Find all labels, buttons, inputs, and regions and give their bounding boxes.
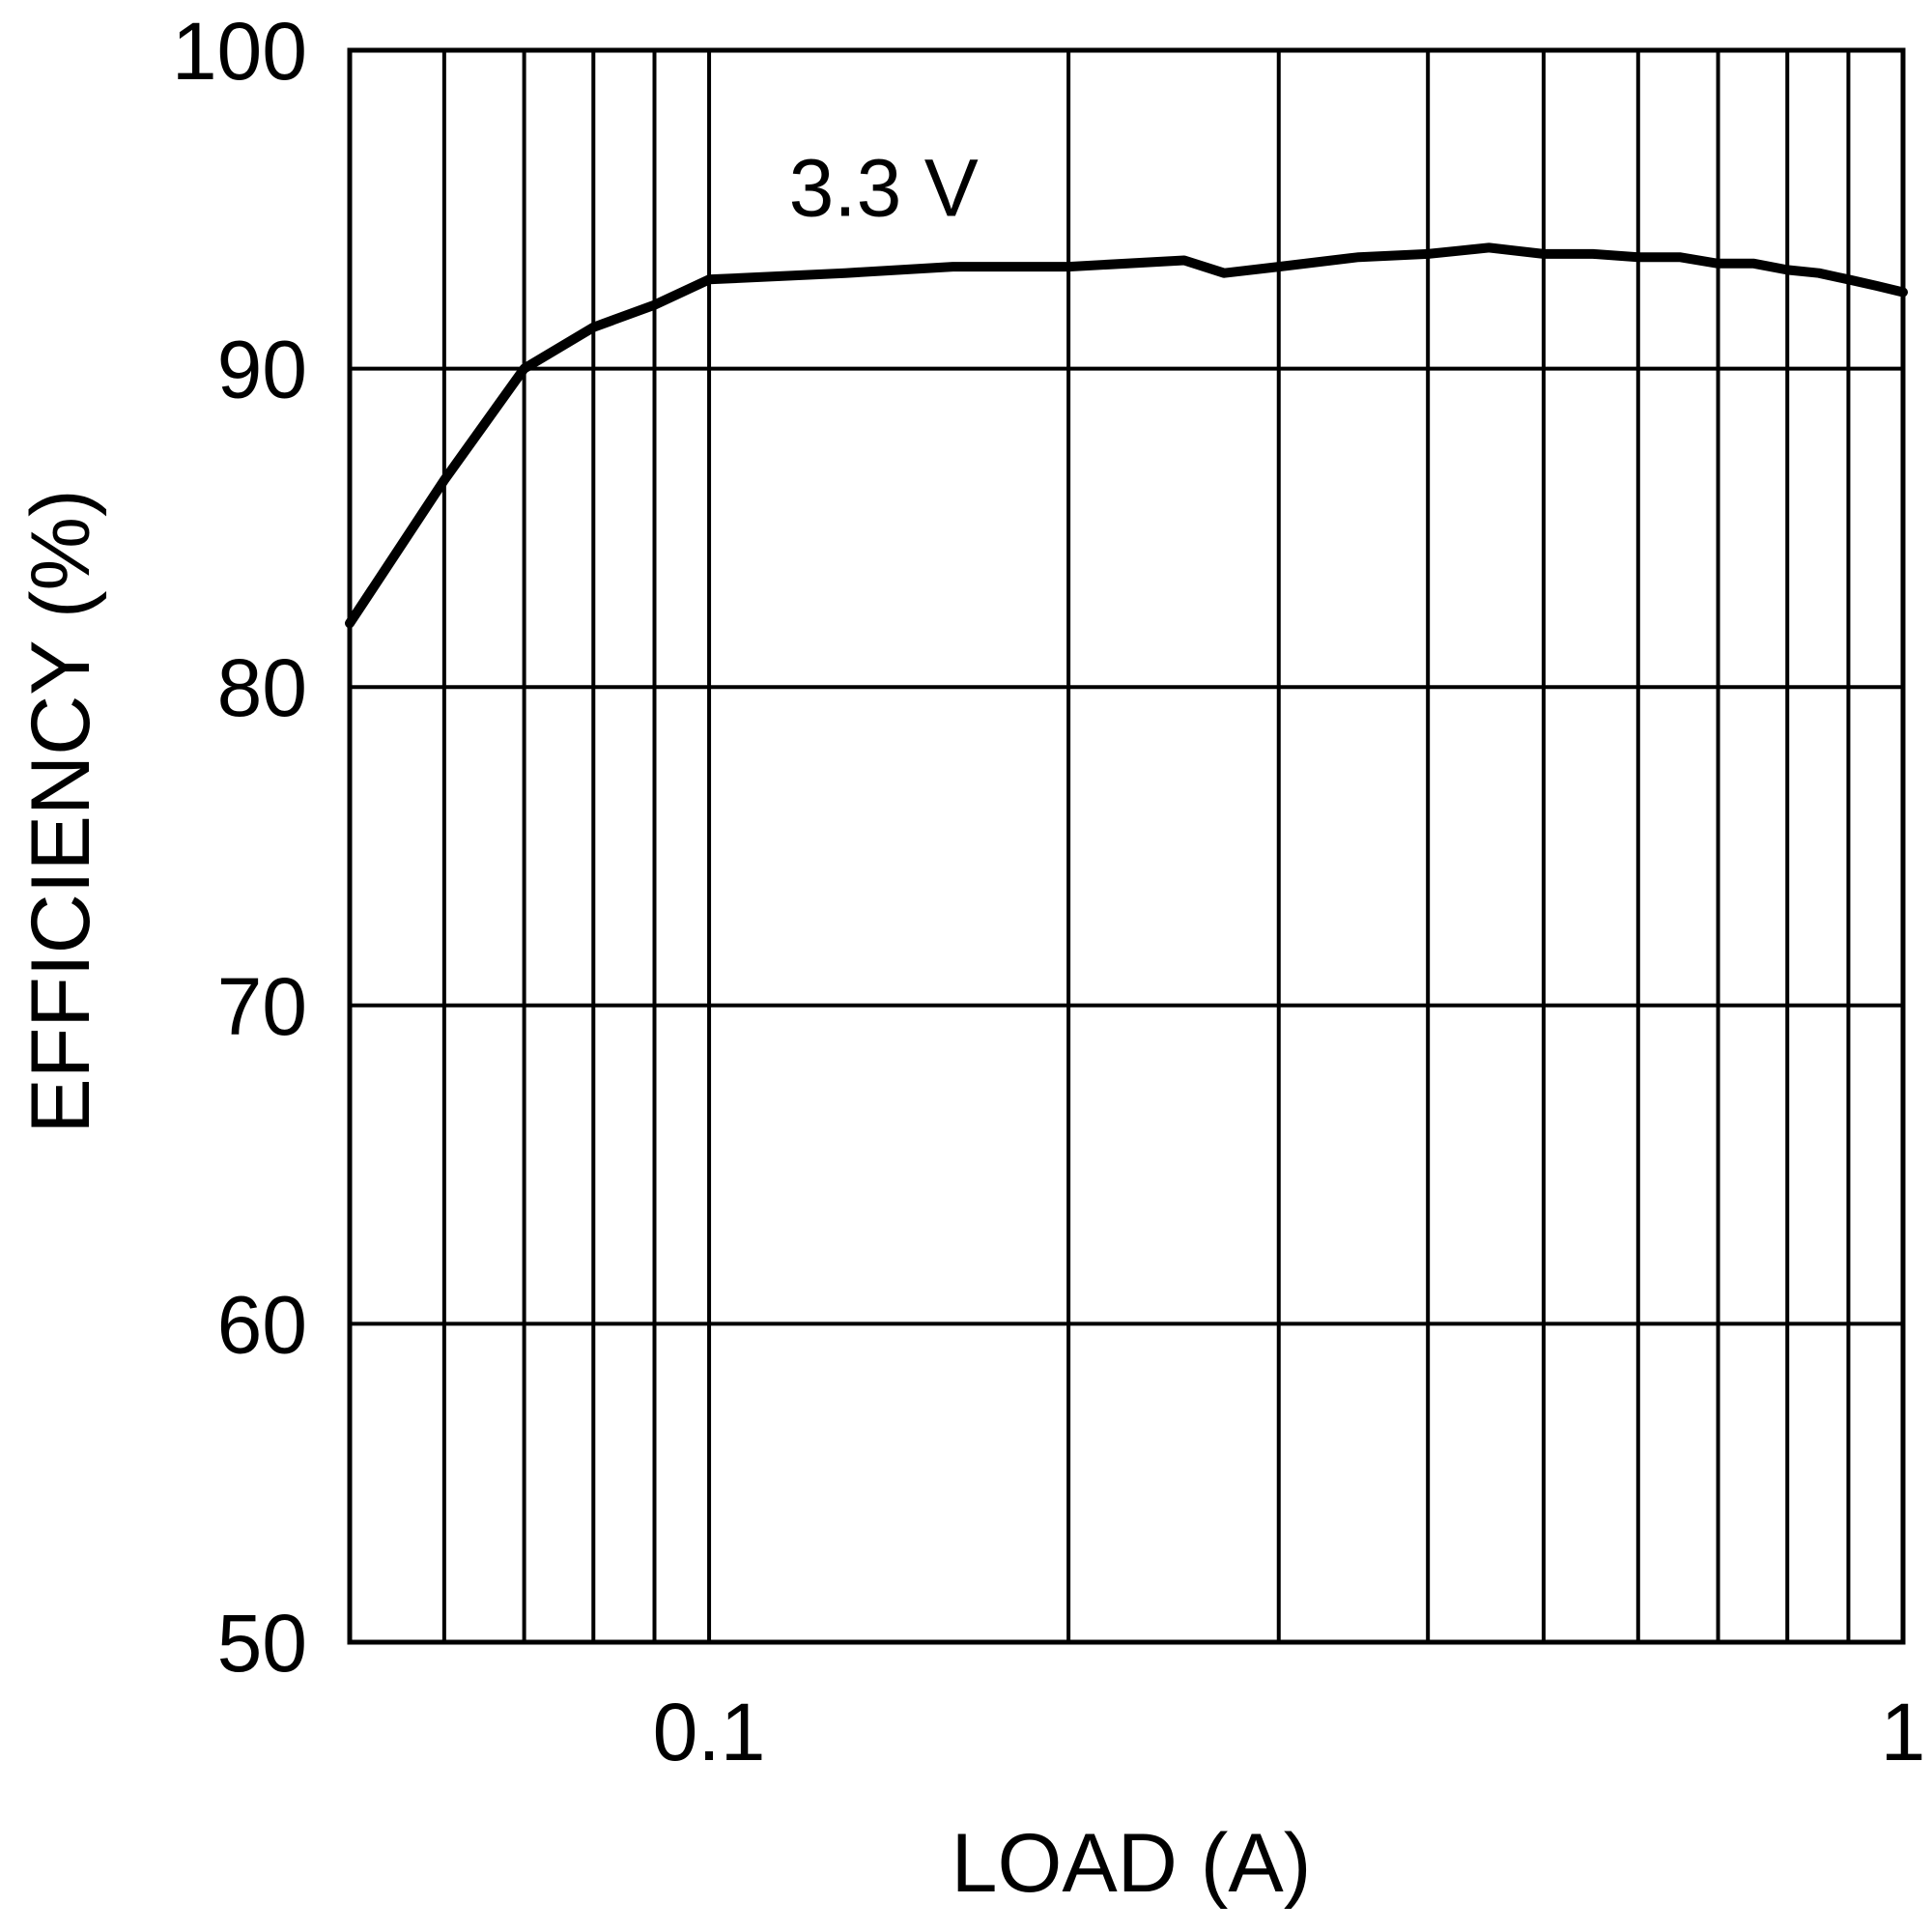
y-tick-label: 70: [217, 961, 307, 1052]
y-tick-label: 50: [217, 1598, 307, 1689]
x-tick-label: 0.1: [653, 1687, 766, 1777]
y-tick-label: 100: [172, 6, 307, 97]
x-axis-title: LOAD (A): [952, 1817, 1312, 1910]
series-annotation: 3.3 V: [789, 143, 979, 234]
x-tick-label: 1: [1881, 1687, 1926, 1777]
plot-frame: [347, 47, 1906, 1645]
series-line: [345, 242, 1908, 629]
y-tick-label: 80: [217, 642, 307, 733]
y-tick-label: 60: [217, 1279, 307, 1370]
y-tick-label: 90: [217, 325, 307, 415]
y-axis-title: EFFICIENCY (%): [14, 489, 107, 1133]
label-layer: 50 60 70 80 90 100 0.1 1 3.3 V: [172, 6, 1926, 1777]
series-layer: [345, 242, 1908, 629]
grid-layer: [350, 50, 1903, 1642]
